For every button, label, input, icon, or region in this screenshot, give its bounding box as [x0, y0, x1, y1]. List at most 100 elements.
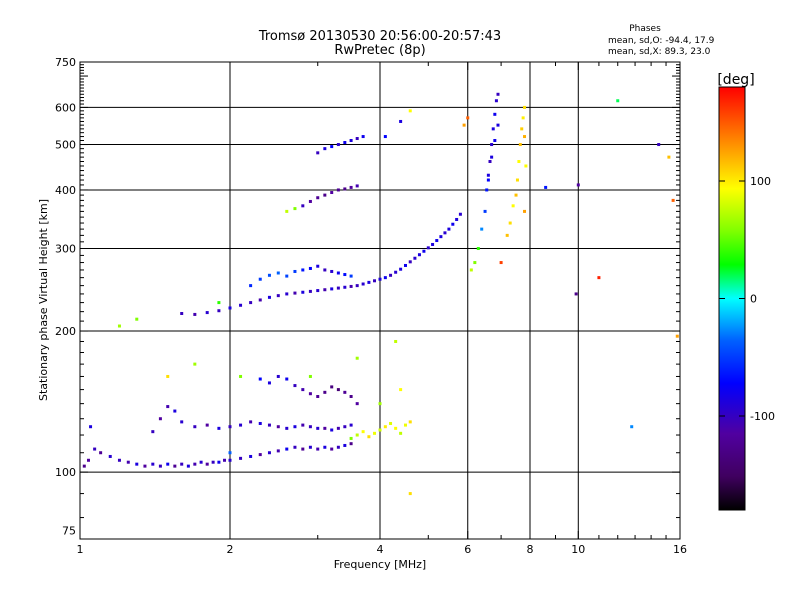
data-point [343, 443, 347, 447]
data-point [180, 312, 184, 316]
data-point [330, 191, 334, 195]
data-point [523, 209, 527, 213]
data-point [355, 356, 359, 360]
data-point [355, 284, 359, 288]
data-point [451, 222, 455, 226]
data-point [413, 256, 417, 260]
data-point [431, 242, 435, 246]
data-point [193, 312, 197, 316]
data-point [485, 188, 489, 192]
data-point [301, 423, 305, 427]
data-point [417, 253, 421, 257]
data-point [486, 178, 490, 182]
data-point [158, 417, 162, 421]
data-point [574, 292, 578, 296]
data-point [515, 178, 519, 182]
x-tick-label: 16 [673, 543, 687, 556]
data-point [394, 426, 398, 430]
data-point [330, 385, 334, 389]
data-point [293, 291, 297, 295]
data-point [217, 460, 221, 464]
data-point [499, 261, 503, 265]
data-point [258, 377, 262, 381]
data-point [258, 421, 262, 425]
data-point [399, 267, 403, 271]
data-point [476, 247, 480, 251]
data-point [394, 270, 398, 274]
data-point [173, 464, 177, 468]
x-tick-label: 10 [571, 543, 585, 556]
data-point [367, 280, 371, 284]
data-point [193, 425, 197, 429]
data-point [316, 426, 320, 430]
data-point [349, 436, 353, 440]
data-point [403, 423, 407, 427]
data-point [383, 276, 387, 280]
colorbar-tick-label: -100 [750, 410, 775, 423]
data-point [205, 423, 209, 427]
data-point [343, 273, 347, 277]
data-point [151, 462, 155, 466]
data-point [657, 143, 661, 147]
data-point [466, 116, 470, 120]
data-point [301, 447, 305, 451]
data-point [239, 303, 243, 307]
data-point [166, 405, 170, 409]
x-tick-label: 8 [527, 543, 534, 556]
data-point [373, 431, 377, 435]
data-point [349, 442, 353, 446]
data-point [249, 420, 253, 424]
data-point [361, 282, 365, 286]
data-point [462, 123, 466, 127]
data-point [166, 374, 170, 378]
x-tick-label: 4 [377, 543, 384, 556]
data-point [378, 277, 382, 281]
data-point [408, 492, 412, 496]
data-point [293, 384, 297, 388]
data-point [439, 235, 443, 239]
data-point [249, 301, 253, 305]
data-point [349, 185, 353, 189]
data-point [217, 426, 221, 430]
data-point [518, 143, 522, 147]
data-point [276, 449, 280, 453]
data-point [349, 395, 353, 399]
data-point [355, 433, 359, 437]
y-tick-label: 75 [62, 525, 76, 538]
data-point [323, 193, 327, 197]
data-point [217, 301, 221, 305]
data-point [336, 271, 340, 275]
y-tick-label: 400 [55, 184, 76, 197]
data-point [193, 462, 197, 466]
data-point [308, 445, 312, 449]
data-point [408, 260, 412, 264]
data-point [336, 143, 340, 147]
phases-o-stats: mean, sd,O: -94.4, 17.9 [608, 36, 715, 46]
data-point [469, 268, 473, 272]
data-point [378, 402, 382, 406]
y-tick-label: 100 [55, 466, 76, 479]
data-point [389, 421, 393, 425]
data-point [616, 99, 620, 103]
data-point [458, 212, 462, 216]
data-point [285, 292, 289, 296]
data-point [488, 160, 492, 164]
data-point [490, 143, 494, 147]
x-axis-ticks: 1 2 4 6 8 10 16 [77, 62, 687, 556]
y-tick-label: 500 [55, 139, 76, 152]
data-point [267, 273, 271, 277]
y-axis-label: Stationary phase Virtual Height [km] [37, 199, 50, 401]
data-point [316, 447, 320, 451]
data-point [276, 294, 280, 298]
data-point [211, 460, 215, 464]
data-point [316, 264, 320, 268]
phases-x-stats: mean, sd,X: 89.3, 23.0 [608, 47, 711, 57]
data-point [267, 295, 271, 299]
data-point [108, 454, 112, 458]
data-point [343, 285, 347, 289]
data-point [285, 209, 289, 213]
data-point [473, 261, 477, 265]
data-point [99, 451, 103, 455]
data-point [523, 105, 527, 109]
y-tick-label: 750 [55, 56, 76, 69]
